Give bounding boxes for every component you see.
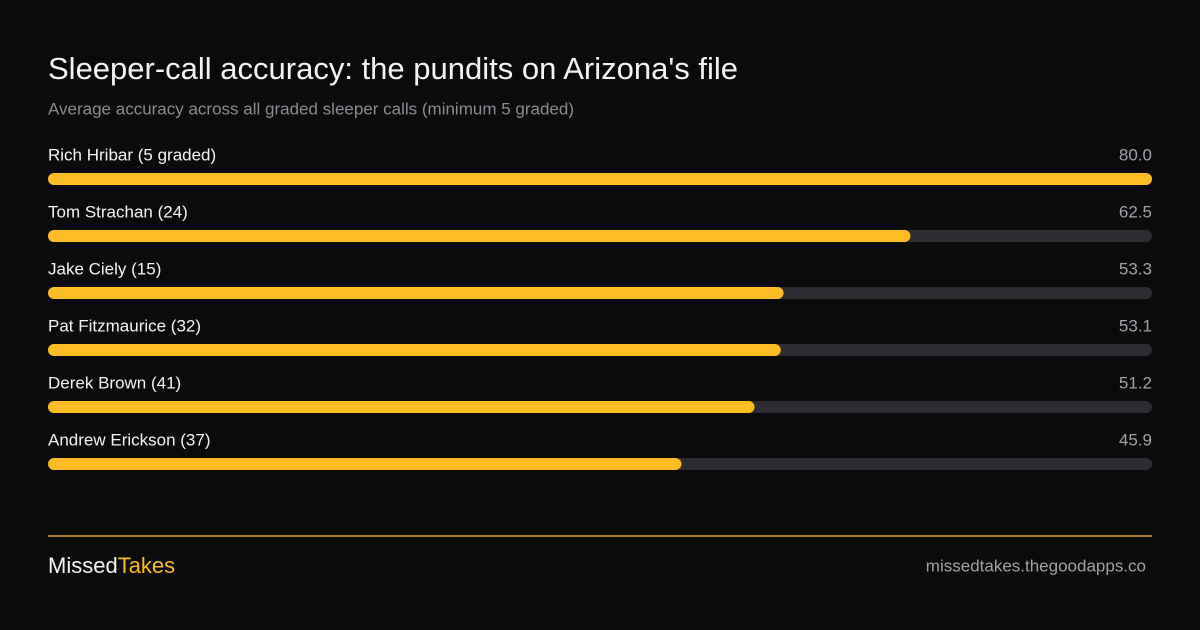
value-label: 53.1 [1119,316,1152,335]
value-label: 80.0 [1119,145,1152,164]
bar [48,344,781,356]
chart-title: Sleeper-call accuracy: the pundits on Ar… [48,51,738,86]
brand: MissedTakes [48,553,175,578]
row-label: Pat Fitzmaurice (32) [48,316,201,335]
footer-url: missedtakes.thegoodapps.co [926,556,1146,575]
row-label: Andrew Erickson (37) [48,430,211,449]
row-label: Derek Brown (41) [48,373,181,392]
chart-subtitle: Average accuracy across all graded sleep… [48,99,574,118]
value-label: 62.5 [1119,202,1152,221]
row-label: Rich Hribar (5 graded) [48,145,216,164]
row-label: Jake Ciely (15) [48,259,161,278]
bar [48,173,1152,185]
row-label: Tom Strachan (24) [48,202,188,221]
value-label: 45.9 [1119,430,1152,449]
brand-left: Missed [48,553,118,578]
bar [48,401,755,413]
bar [48,458,682,470]
value-label: 51.2 [1119,373,1152,392]
brand-right: Takes [118,553,175,578]
bar [48,230,911,242]
bar [48,287,784,299]
value-label: 53.3 [1119,259,1152,278]
